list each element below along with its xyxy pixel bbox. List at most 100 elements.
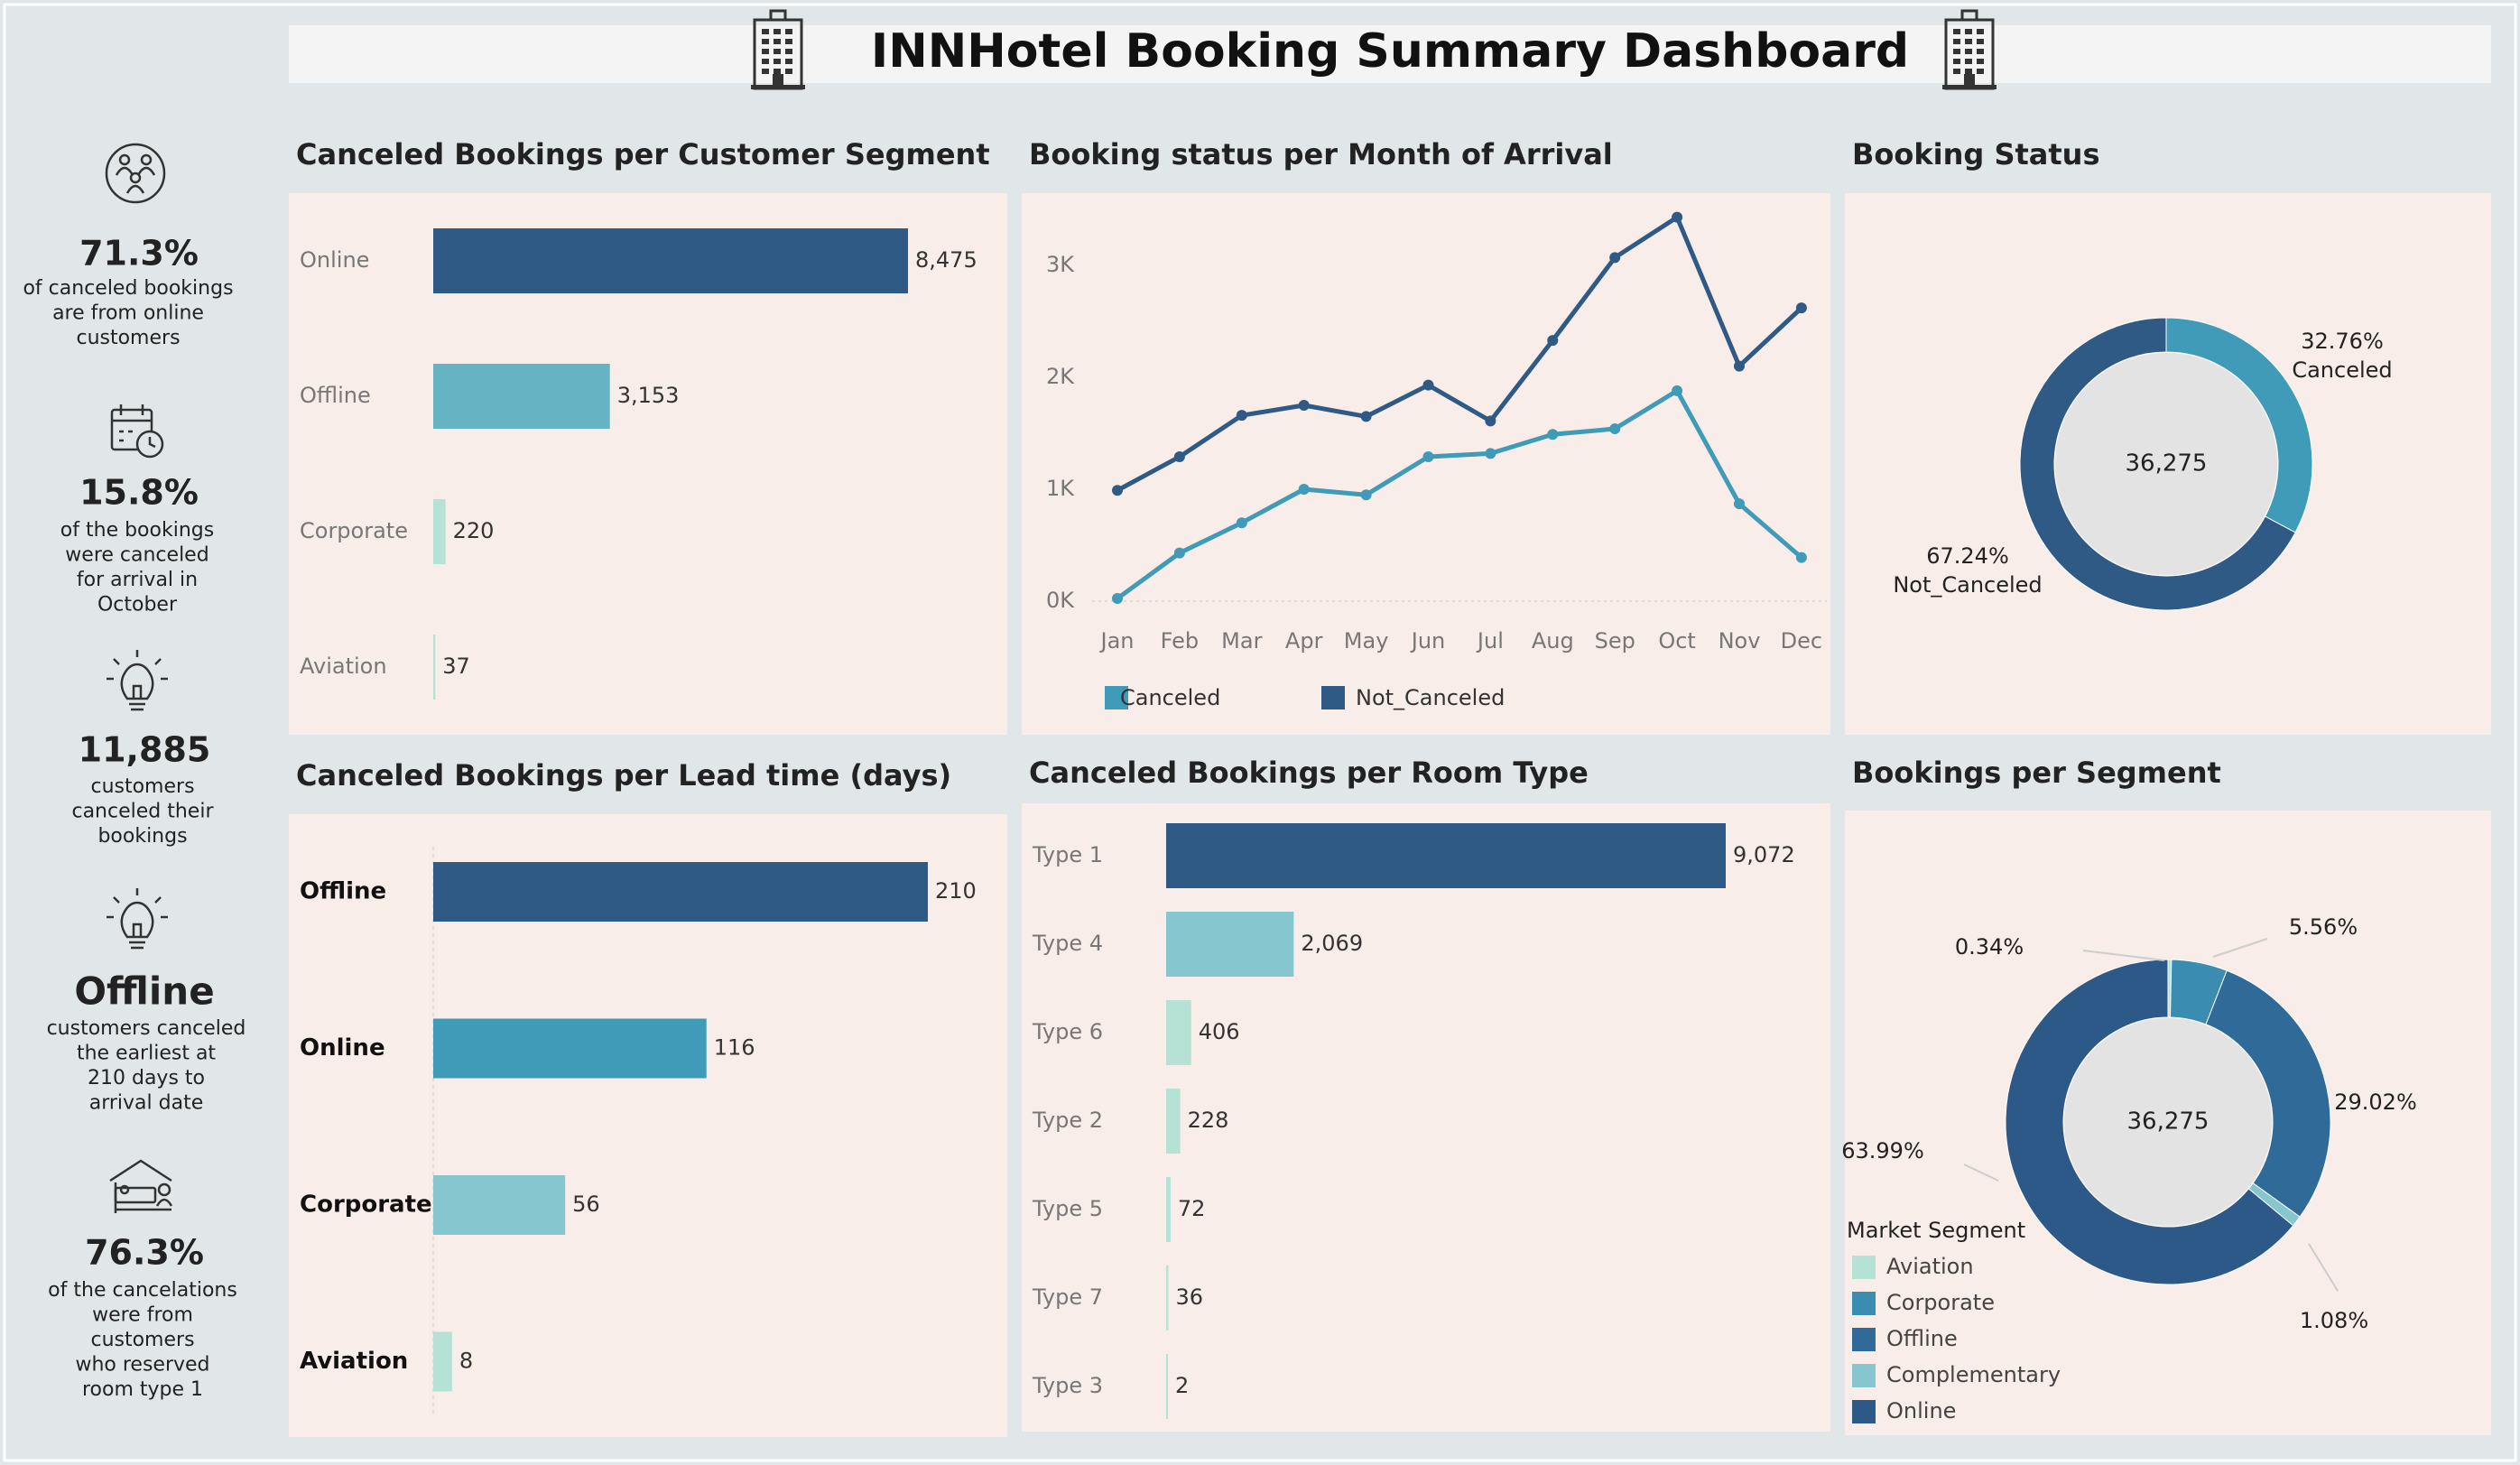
chart-title-segments: Bookings per Segment	[1852, 756, 2221, 790]
icon-body	[136, 166, 156, 176]
kpi-value: Offline	[74, 969, 214, 1014]
building-window	[1977, 59, 1984, 64]
kpi-description-line: were from	[92, 1304, 193, 1327]
building-window	[1953, 59, 1960, 64]
building-base	[751, 85, 805, 89]
data-point	[1236, 517, 1247, 529]
kpi-description-line: customers	[90, 1329, 194, 1351]
icon-filament	[132, 923, 143, 937]
x-tick-label: Mar	[1221, 628, 1262, 654]
building-window	[774, 69, 781, 74]
bar	[1166, 1000, 1191, 1065]
data-label: 56	[572, 1191, 600, 1217]
legend-swatch	[1852, 1256, 1876, 1279]
building-base	[1942, 85, 1997, 89]
data-label: 228	[1188, 1108, 1229, 1133]
kpi-description-line: customers	[76, 327, 180, 349]
building-window	[1953, 69, 1960, 74]
chart-title-roomtype: Canceled Bookings per Room Type	[1029, 756, 1589, 790]
icon-pillow	[119, 1184, 130, 1195]
hotel-building-icon	[751, 9, 805, 90]
building-window	[774, 49, 781, 54]
building-window	[1953, 29, 1960, 34]
building-window	[785, 29, 792, 34]
building-window	[785, 39, 792, 44]
building-window	[785, 69, 792, 74]
data-point	[1609, 423, 1621, 435]
bar	[433, 364, 610, 429]
data-point	[1298, 400, 1310, 411]
category-label: Type 1	[1032, 842, 1103, 867]
icon-bulb	[120, 663, 154, 700]
kpi-value: 11,885	[79, 730, 211, 770]
bar	[1166, 912, 1294, 977]
data-point	[1173, 547, 1185, 559]
leader-line	[1963, 1164, 1999, 1182]
building-window	[762, 69, 769, 74]
category-label: Type 4	[1032, 931, 1103, 956]
x-tick-label: Nov	[1719, 628, 1761, 654]
legend-label: Online	[1886, 1398, 1956, 1423]
building-window	[1965, 69, 1972, 74]
slice-label-line: 1.08%	[2300, 1308, 2368, 1333]
dashboard-title: INNHotel Booking Summary Dashboard	[871, 24, 1909, 79]
bar	[1166, 1177, 1171, 1242]
data-label: 8	[459, 1349, 473, 1374]
data-point	[1236, 410, 1247, 422]
kpi-description-line: of canceled bookings	[23, 277, 233, 300]
data-point	[1672, 385, 1683, 396]
icon-person-body	[155, 1198, 173, 1207]
donut-center-label: 36,275	[2127, 1108, 2210, 1136]
legend-swatch	[1852, 1400, 1876, 1423]
slice-label: 67.24% Not_Canceled	[1893, 543, 2042, 598]
data-label: 37	[442, 654, 470, 679]
data-point	[1547, 429, 1559, 440]
building-window	[1965, 49, 1972, 54]
bar	[1166, 1089, 1181, 1154]
bar	[433, 499, 446, 564]
icon-ray	[154, 658, 162, 665]
data-point	[1112, 485, 1123, 496]
kpi-description-line: who reserved	[75, 1354, 209, 1377]
slice-label: 5.56%	[2289, 914, 2358, 940]
data-label: 210	[935, 878, 977, 904]
chart-title-monthly: Booking status per Month of Arrival	[1029, 137, 1613, 172]
segment-chart: Online 8,475 Offline 3,153 Corporate 220 Aviat…	[300, 228, 977, 700]
building-window	[785, 59, 792, 64]
kpi-description-line: room type 1	[82, 1378, 203, 1401]
x-tick-label: May	[1344, 628, 1389, 654]
kpi-description-line: of the bookings	[60, 519, 214, 542]
icon-bulb	[120, 901, 154, 939]
building-window	[1965, 59, 1972, 64]
kpi-description-line: canceled their	[71, 801, 214, 823]
y-tick-label: 2K	[1046, 364, 1075, 389]
legend-swatch	[1852, 1328, 1876, 1351]
category-label: Online	[300, 1034, 385, 1062]
icon-calendar	[110, 408, 153, 451]
leadtime-chart: Offline 210 Online 116 Corporate 56 Aviation 8	[300, 847, 977, 1416]
building-window	[1953, 39, 1960, 44]
icon-ray	[154, 896, 162, 904]
kpi-description-line: October	[97, 594, 178, 617]
people-group-icon	[105, 143, 166, 204]
x-tick-label: Apr	[1285, 628, 1323, 654]
bar	[433, 635, 436, 700]
data-point	[1422, 451, 1434, 463]
data-label: 406	[1199, 1019, 1240, 1044]
data-point	[1112, 593, 1123, 605]
donut-center-label: 36,275	[2126, 450, 2208, 478]
icon-roof	[109, 1159, 172, 1182]
bar	[1166, 1354, 1168, 1419]
icon-filament	[132, 684, 143, 699]
building-window	[762, 39, 769, 44]
slice-label: 32.76% Canceled	[2292, 329, 2392, 383]
category-label: Corporate	[300, 1191, 432, 1219]
data-label: 72	[1178, 1196, 1206, 1221]
roomtype-chart: Type 1 9,072 Type 4 2,069 Type 6 406 Type 2 228…	[1032, 823, 1795, 1419]
legend-label: Aviation	[1886, 1254, 1974, 1279]
title-bar	[289, 25, 2491, 83]
data-label: 2,069	[1301, 931, 1363, 956]
building-window	[1965, 29, 1972, 34]
legend-label: Canceled	[1120, 685, 1220, 710]
